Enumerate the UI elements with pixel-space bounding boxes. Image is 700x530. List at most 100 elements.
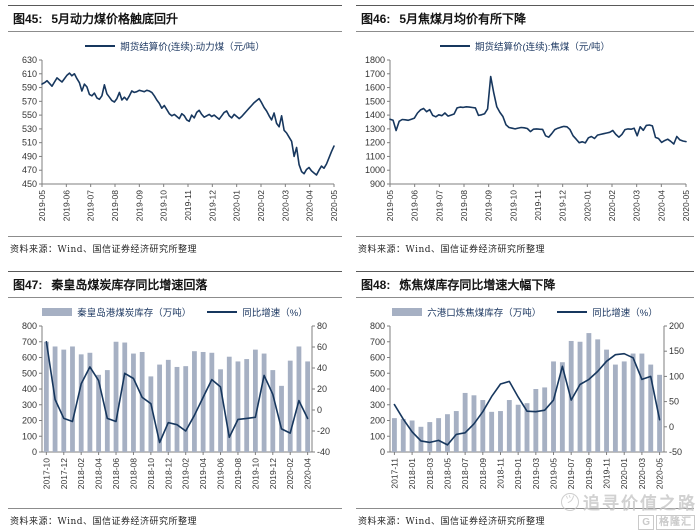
svg-text:530: 530 (22, 124, 37, 134)
svg-text:2019-12: 2019-12 (558, 190, 568, 221)
legend-item: 六港口炼焦煤库存（万吨） (392, 305, 541, 319)
legend-label: 秦皇岛港煤炭库存（万吨） (77, 308, 192, 319)
figure-47-title: 图47: 秦皇岛煤炭库存同比增速回落 (8, 271, 342, 298)
legend-label: 同比增速（%） (242, 308, 308, 319)
figure-46-legend: 期货结算价(连续):焦煤（元/吨） (356, 32, 694, 54)
svg-text:150: 150 (669, 346, 684, 356)
svg-text:-20: -20 (317, 426, 330, 436)
svg-text:500: 500 (370, 368, 385, 378)
figure-46-panel: 图46: 5月焦煤月均价有所下降 期货结算价(连续):焦煤（元/吨） 900 10… (356, 5, 694, 257)
svg-text:1600: 1600 (365, 83, 385, 93)
svg-text:1000: 1000 (365, 165, 385, 175)
svg-text:500: 500 (22, 368, 37, 378)
svg-text:2020-01: 2020-01 (582, 190, 592, 221)
svg-text:2019-11: 2019-11 (183, 190, 193, 221)
svg-text:2019-08: 2019-08 (110, 190, 120, 221)
svg-text:200: 200 (22, 416, 37, 426)
svg-text:0: 0 (669, 422, 674, 432)
svg-text:2019-11: 2019-11 (602, 458, 612, 489)
svg-text:2017-12: 2017-12 (59, 458, 69, 489)
svg-text:2019-06: 2019-06 (410, 190, 420, 221)
fig47-svg: 0 100 200 300 400 500 600 700 800 -40 -20 0 20 40 60 80… (22, 321, 330, 489)
svg-text:2019-05: 2019-05 (549, 458, 559, 489)
figure-48-panel: 图48: 炼焦煤库存同比增速大幅下降 六港口炼焦煤库存（万吨） 同比增速（%） 0… (356, 271, 694, 529)
svg-text:2018-01: 2018-01 (407, 458, 417, 489)
svg-text:400: 400 (22, 384, 37, 394)
fig46-svg: 900 1000 1100 1200 1300 1400 1500 1600 1700 1800 2… (365, 55, 691, 221)
legend-item: 同比增速（%） (557, 305, 658, 319)
legend-label: 期货结算价(连续):焦煤（元/吨） (474, 42, 611, 53)
figure-48-legend: 六港口炼焦煤库存（万吨） 同比增速（%） (356, 298, 694, 320)
svg-text:2020-03: 2020-03 (280, 190, 290, 221)
line-legend-swatch (439, 45, 470, 47)
svg-text:2018-05: 2018-05 (443, 458, 453, 489)
svg-text:2019-06: 2019-06 (216, 458, 226, 489)
svg-text:60: 60 (317, 342, 327, 352)
svg-text:2019-07: 2019-07 (566, 458, 576, 489)
svg-text:20: 20 (317, 384, 327, 394)
svg-text:2020-02: 2020-02 (607, 190, 617, 221)
svg-text:2019-12: 2019-12 (207, 190, 217, 221)
svg-text:1700: 1700 (365, 69, 385, 79)
svg-text:2019-10: 2019-10 (508, 190, 518, 221)
svg-text:2020-03: 2020-03 (637, 458, 647, 489)
figure-46-source: 资料来源：Wind、国信证券经济研究所整理 (356, 236, 694, 257)
fig48-svg: 0 100 200 300 400 500 600 700 800 -50 0 50 100 150 200… (370, 321, 684, 489)
legend-item: 同比增速（%） (207, 305, 308, 319)
figure-47-title-text: 秦皇岛煤炭库存同比增速回落 (51, 278, 208, 292)
svg-text:0: 0 (380, 447, 385, 457)
svg-text:2019-11: 2019-11 (533, 190, 543, 221)
svg-text:2020-03: 2020-03 (632, 190, 642, 221)
svg-text:2019-09: 2019-09 (584, 458, 594, 489)
svg-text:100: 100 (22, 431, 37, 441)
figure-45-title: 图45: 5月动力煤价格触底回升 (8, 5, 342, 32)
figure-46-chart: 900 1000 1100 1200 1300 1400 1500 1600 1700 1800 2… (356, 54, 694, 236)
svg-text:2019-04: 2019-04 (198, 458, 208, 489)
svg-text:2018-06: 2018-06 (111, 458, 121, 489)
figure-47-label: 图47: (13, 278, 43, 292)
svg-text:1200: 1200 (365, 138, 385, 148)
figure-48-source: 资料来源：Wind、国信证券经济研究所整理 (356, 508, 694, 529)
svg-text:2018-10: 2018-10 (146, 458, 156, 489)
svg-text:2018-12: 2018-12 (163, 458, 173, 489)
svg-text:2019-10: 2019-10 (250, 458, 260, 489)
svg-text:610: 610 (22, 69, 37, 79)
legend-item: 秦皇岛港煤炭库存（万吨） (42, 305, 191, 319)
svg-text:2018-08: 2018-08 (129, 458, 139, 489)
svg-text:700: 700 (22, 337, 37, 347)
line-legend-swatch (85, 45, 116, 47)
svg-text:2019-06: 2019-06 (61, 190, 71, 221)
svg-text:900: 900 (370, 179, 385, 189)
figure-47-chart: 0 100 200 300 400 500 600 700 800 -40 -20 0 20 40 60 80… (8, 320, 342, 508)
svg-text:2020-02: 2020-02 (285, 458, 295, 489)
figure-48-title-text: 炼焦煤库存同比增速大幅下降 (399, 278, 556, 292)
svg-text:1400: 1400 (365, 110, 385, 120)
svg-text:2017-11: 2017-11 (389, 458, 399, 489)
figure-48-label: 图48: (361, 278, 391, 292)
figure-45-panel: 图45: 5月动力煤价格触底回升 期货结算价(连续):动力煤（元/吨） 450 4… (8, 5, 342, 257)
svg-text:2019-02: 2019-02 (181, 458, 191, 489)
svg-text:0: 0 (317, 405, 322, 415)
svg-text:2020-05: 2020-05 (681, 190, 691, 221)
svg-text:2020-04: 2020-04 (656, 190, 666, 221)
legend-label: 六港口炼焦煤库存（万吨） (427, 308, 542, 319)
bar-legend-swatch (392, 308, 423, 316)
legend-label: 同比增速（%） (592, 308, 658, 319)
svg-text:1300: 1300 (365, 124, 385, 134)
svg-text:800: 800 (22, 321, 37, 331)
fig45-svg: 450 470 490 510 530 550 570 590 610 630 2019-05 201… (22, 55, 339, 221)
svg-text:300: 300 (22, 400, 37, 410)
line-legend-swatch (207, 311, 238, 313)
svg-text:80: 80 (317, 321, 327, 331)
figure-45-legend: 期货结算价(连续):动力煤（元/吨） (8, 32, 342, 54)
figure-46-label: 图46: (361, 12, 391, 26)
figure-48-chart: 0 100 200 300 400 500 600 700 800 -50 0 50 100 150 200… (356, 320, 694, 508)
svg-text:200: 200 (669, 321, 684, 331)
svg-text:2019-03: 2019-03 (531, 458, 541, 489)
svg-text:2019-05: 2019-05 (37, 190, 47, 221)
svg-text:450: 450 (22, 179, 37, 189)
svg-text:2020-05: 2020-05 (329, 190, 339, 221)
svg-text:100: 100 (370, 431, 385, 441)
svg-text:550: 550 (22, 110, 37, 120)
figure-45-title-text: 5月动力煤价格触底回升 (51, 12, 179, 26)
